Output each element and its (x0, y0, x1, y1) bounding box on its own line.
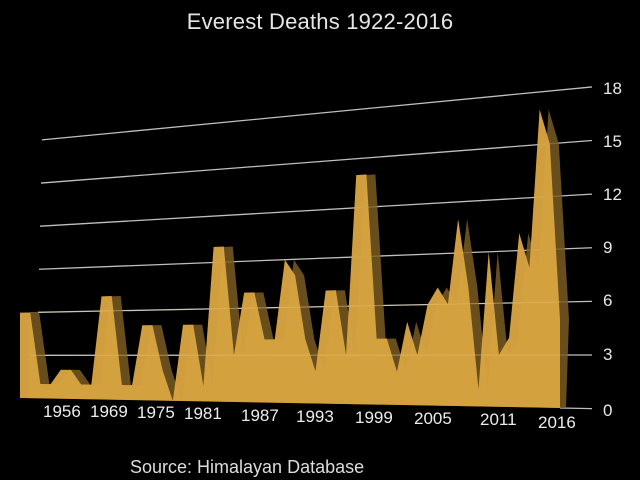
y-axis-labels: 0 3 6 9 12 15 18 (603, 79, 622, 420)
x-axis-labels: 1956 1969 1975 1981 1987 1993 1999 2005 2011 2016 (43, 402, 576, 432)
area-series (20, 109, 561, 408)
x-tick-label: 1999 (355, 408, 393, 427)
x-tick-label: 1975 (137, 403, 175, 422)
y-tick-label: 9 (603, 238, 612, 257)
gridline-12 (39, 193, 593, 227)
x-tick-label: 1956 (43, 402, 81, 421)
gridline-9 (38, 247, 593, 270)
x-tick-label: 2005 (414, 409, 452, 428)
gridline-0 (559, 407, 593, 410)
y-tick-label: 12 (603, 185, 622, 204)
x-tick-label: 1981 (184, 404, 222, 423)
y-tick-label: 6 (603, 291, 612, 310)
x-tick-label: 1969 (90, 402, 128, 421)
y-tick-label: 3 (603, 345, 612, 364)
x-tick-label: 2016 (538, 413, 576, 432)
gridline-15 (40, 139, 593, 184)
x-tick-label: 1987 (241, 406, 279, 425)
gridline-18 (41, 86, 593, 141)
y-tick-label: 0 (603, 401, 612, 420)
x-tick-label: 1993 (296, 407, 334, 426)
chart-title: Everest Deaths 1922-2016 (186, 9, 454, 34)
x-tick-label: 2011 (480, 410, 517, 429)
source-caption: Source: Himalayan Database (130, 457, 365, 477)
y-tick-label: 18 (603, 79, 622, 98)
y-tick-label: 15 (603, 132, 622, 151)
